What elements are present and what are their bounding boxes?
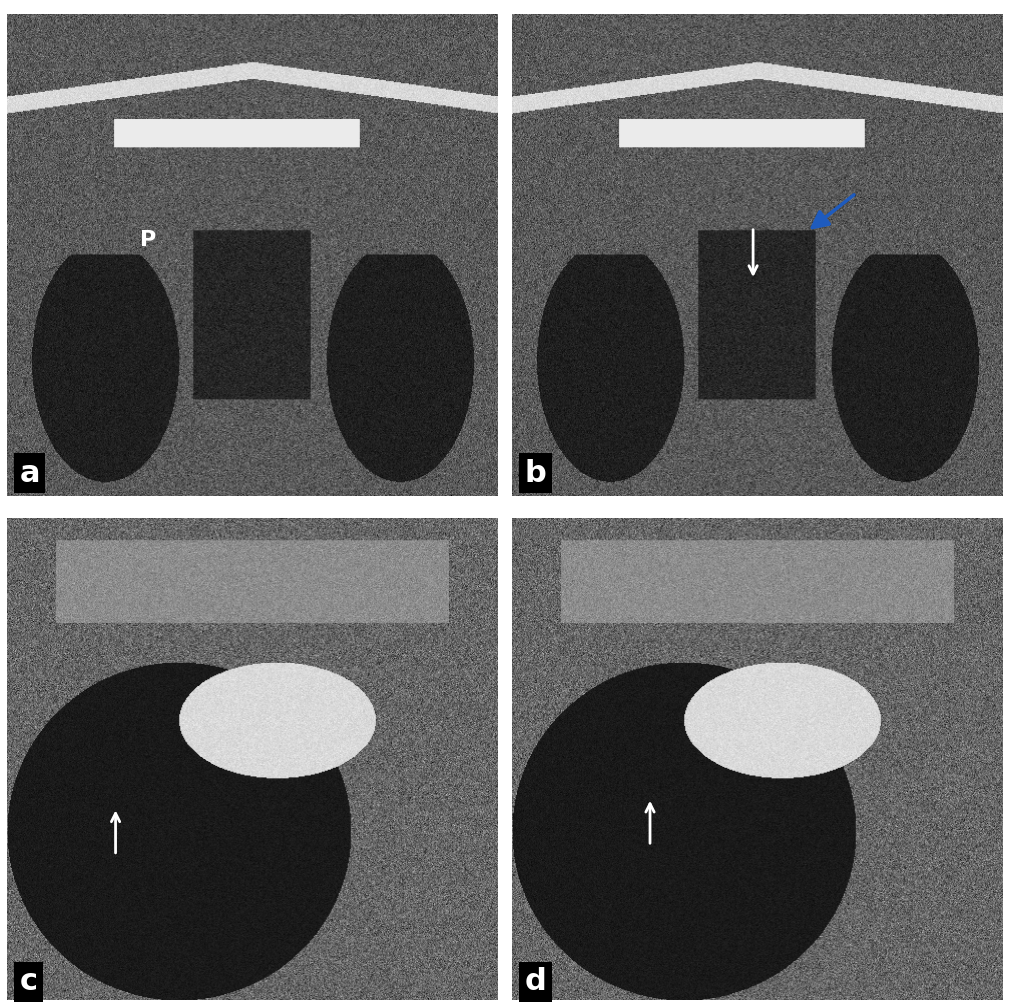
Text: a: a: [19, 459, 39, 488]
Text: c: c: [19, 968, 37, 996]
Text: d: d: [524, 968, 546, 996]
Text: P: P: [139, 230, 156, 250]
Text: b: b: [524, 459, 546, 488]
